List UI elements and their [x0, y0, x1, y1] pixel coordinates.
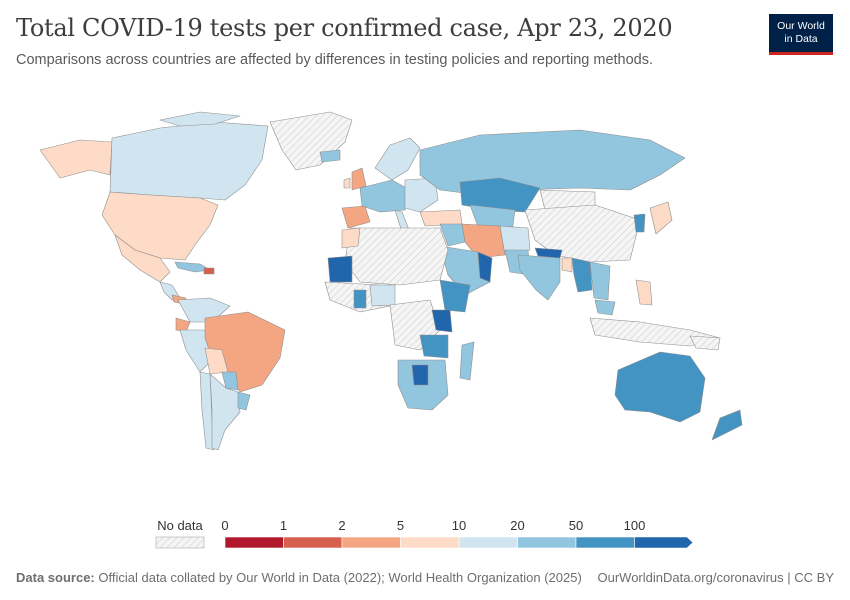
legend-bin-3 [400, 536, 460, 549]
region-arabia [439, 245, 491, 296]
legend-tick-50: 50 [569, 518, 583, 533]
region-zimbabwe [411, 364, 429, 386]
source-label: Data source: [16, 570, 95, 585]
region-mauritania [327, 255, 353, 283]
region-mexico [114, 234, 171, 283]
legend-no-data-label: No data [157, 518, 203, 533]
region-kazakhstan [459, 177, 541, 213]
legend-bin-4 [458, 536, 518, 549]
region-iberia [341, 205, 371, 229]
chart-title: Total COVID-19 tests per confirmed case,… [16, 14, 673, 42]
region-india [517, 254, 561, 301]
region-thailand-vietnam [589, 261, 611, 301]
region-australia [614, 351, 706, 423]
world-map: No data 0 1 2 5 10 20 50 100 [39, 111, 743, 549]
legend-bin-1 [283, 536, 343, 549]
region-peru [179, 329, 213, 373]
region-scandinavia [374, 137, 421, 181]
legend-bin-2 [341, 536, 401, 549]
legend-tick-0: 0 [221, 518, 228, 533]
region-russia [419, 129, 686, 196]
region-greenland [269, 111, 353, 171]
region-tanzania [419, 334, 449, 359]
logo-line-2: in Data [784, 33, 818, 45]
region-philippines [635, 279, 653, 306]
region-japan [649, 201, 673, 235]
legend-bin-6 [575, 536, 635, 549]
legend-tick-1: 1 [280, 518, 287, 533]
source-text: Official data collated by Our World in D… [98, 570, 582, 585]
legend: No data 0 1 2 5 10 20 50 100 [155, 518, 694, 549]
region-nepal [534, 247, 563, 259]
region-western-europe [359, 179, 411, 213]
region-png [689, 335, 721, 351]
region-brazil [204, 311, 286, 393]
legend-no-data-swatch [155, 536, 205, 549]
region-uruguay [237, 391, 251, 411]
region-china [524, 204, 641, 263]
region-argentina [209, 373, 241, 451]
legend-bin-5 [517, 536, 577, 549]
legend-tick-20: 20 [510, 518, 524, 533]
region-new-zealand [711, 409, 743, 441]
region-caribbean [174, 261, 211, 273]
region-turkey [419, 209, 463, 227]
region-dominican [203, 267, 215, 275]
region-colombia-venezuela [177, 297, 231, 323]
region-kenya [431, 309, 453, 333]
legend-tick-5: 5 [397, 518, 404, 533]
region-ireland [343, 177, 351, 189]
url-license-link[interactable]: OurWorldinData.org/coronavirus | CC BY [597, 570, 834, 585]
region-alaska [39, 139, 113, 179]
region-myanmar [571, 257, 593, 293]
legend-tick-2: 2 [338, 518, 345, 533]
region-paraguay [221, 371, 239, 391]
region-uk [351, 167, 367, 191]
region-madagascar [459, 341, 475, 381]
region-nigeria [369, 284, 396, 307]
footer: Data source: Official data collated by O… [16, 570, 834, 585]
region-ghana [353, 289, 367, 309]
logo-line-1: Our World [777, 20, 825, 32]
owid-logo[interactable]: Our World in Data [769, 14, 833, 55]
region-morocco [341, 227, 361, 249]
region-malaysia [594, 299, 616, 316]
chart-subtitle: Comparisons across countries are affecte… [16, 52, 654, 68]
region-canada-islands [159, 111, 241, 127]
region-iceland [319, 149, 341, 163]
region-afghanistan [499, 225, 531, 256]
legend-tick-100: 100 [624, 518, 646, 533]
legend-tick-10: 10 [452, 518, 466, 533]
region-canada [109, 121, 269, 201]
region-iraq-syria [439, 223, 466, 247]
region-oman [477, 251, 493, 283]
region-korea [633, 213, 646, 233]
region-ethiopia [439, 279, 471, 313]
legend-bin-7 [634, 536, 694, 549]
region-usa [101, 191, 219, 261]
legend-bin-0 [224, 536, 284, 549]
region-bangladesh [561, 257, 573, 273]
region-north-africa [344, 227, 449, 286]
